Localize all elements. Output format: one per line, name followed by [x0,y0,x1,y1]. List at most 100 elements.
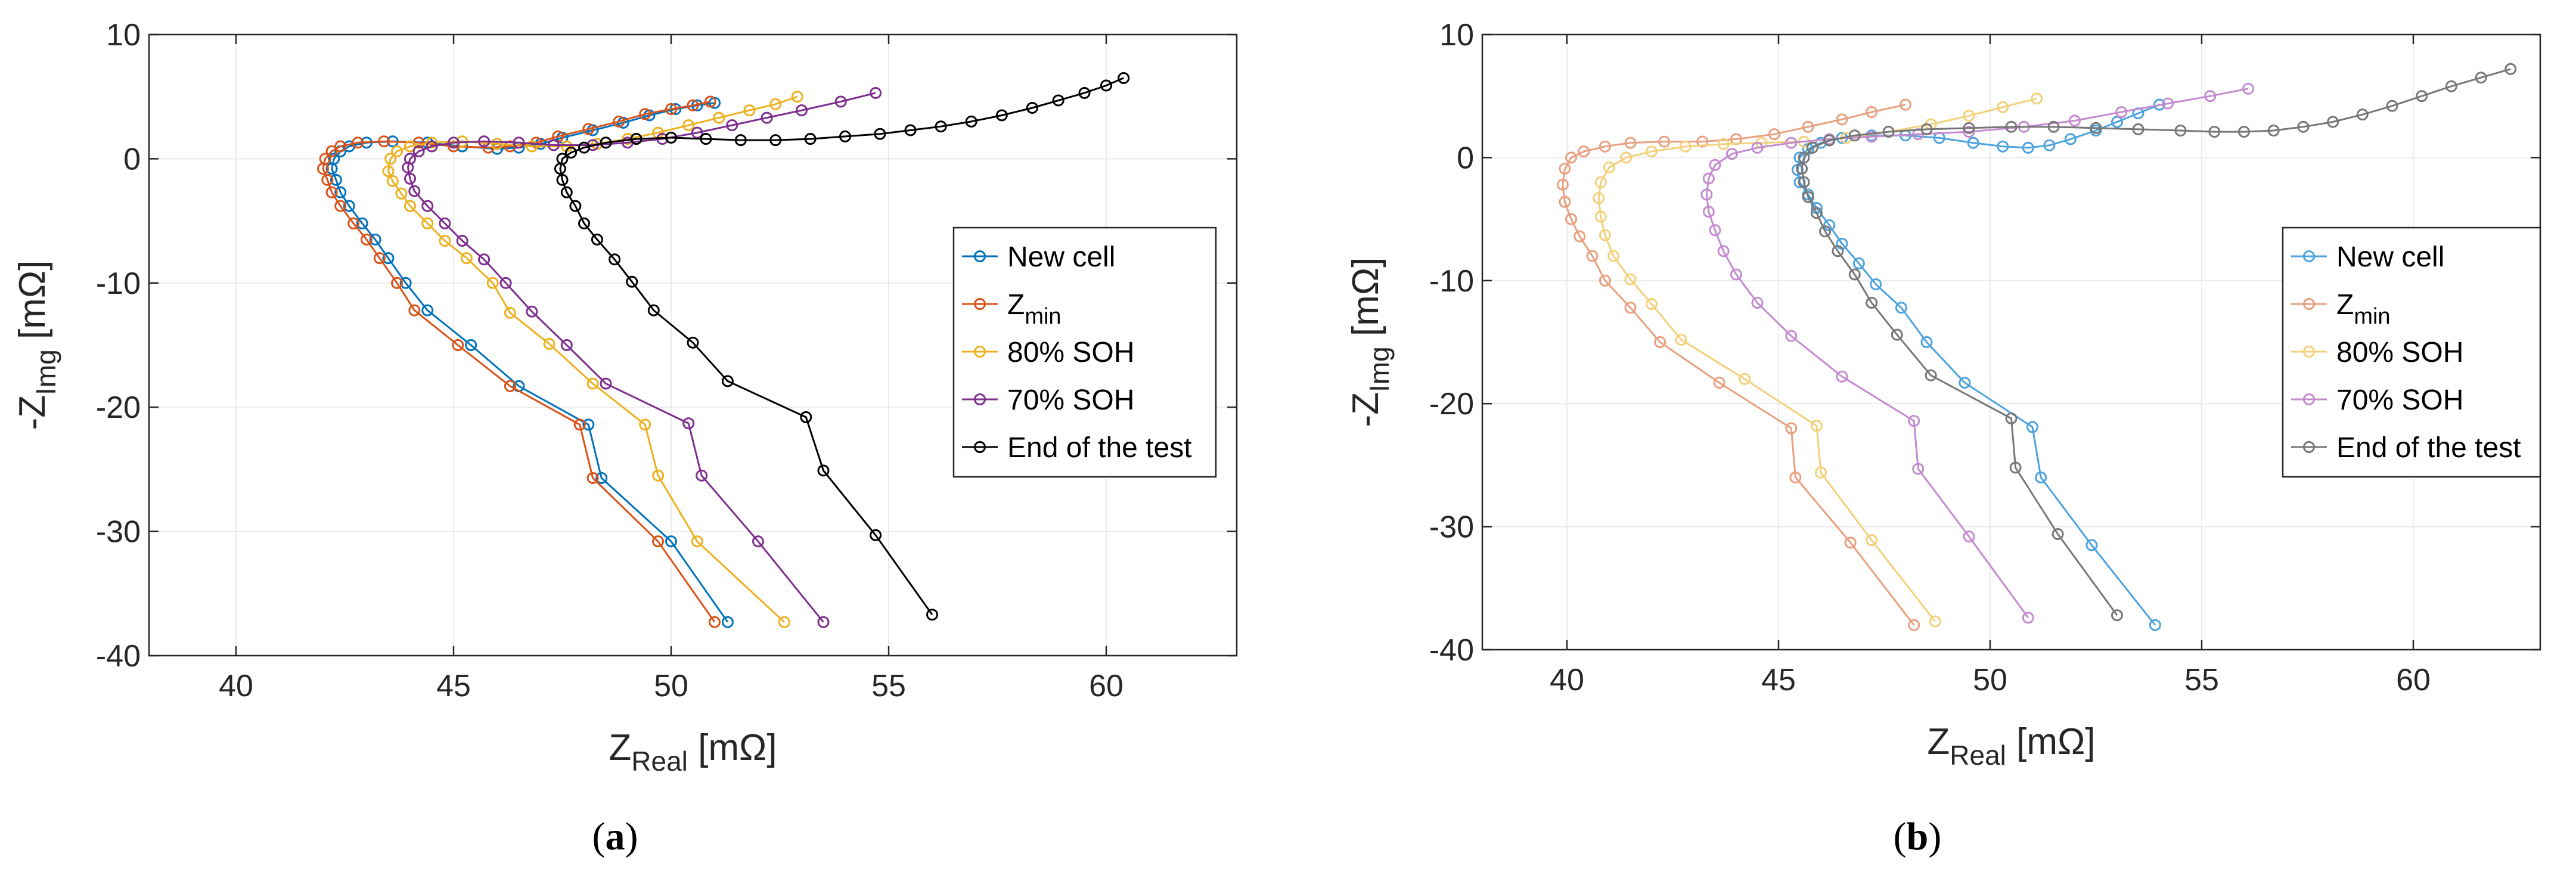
data-point [556,153,569,165]
data-point [369,233,381,246]
data-point [378,135,390,148]
x-tick-label: 40 [1550,663,1584,697]
data-point [1836,370,1848,383]
data-point [391,277,404,289]
data-point [1679,140,1692,153]
y-axis-label: -ZImg [mΩ] [1345,257,1395,427]
data-point [1578,145,1590,158]
data-point [1908,415,1920,427]
data-point [1702,206,1715,218]
data-point [1573,230,1586,243]
data-point [1725,148,1738,160]
data-point [1963,110,1975,122]
legend-label: 70% SOH [1007,384,1134,416]
data-point [2069,114,2081,127]
data-point [721,375,734,387]
data-point [319,153,331,165]
data-point [1646,298,1658,311]
data-point [1891,328,1903,341]
data-point [704,95,716,108]
data-point [752,535,764,548]
data-point [1785,422,1798,435]
data-point [1866,106,1878,119]
data-point [569,200,582,212]
data-point [404,200,416,212]
data-point [456,234,468,247]
data-point [1920,123,1933,135]
legend-label: 80% SOH [1007,337,1134,368]
data-point [734,134,747,147]
x-tick-label: 60 [2396,663,2431,697]
legend-item: 70% SOH [2291,384,2463,416]
data-point [1912,463,1925,475]
data-point [1730,268,1742,281]
data-point [556,173,569,186]
data-point [1785,136,1798,149]
data-point [600,377,612,390]
data-point [1997,140,2009,153]
series-end-of-the-test [554,72,1130,621]
data-point [743,104,756,117]
data-point [1844,536,1857,549]
legend-swatch-marker [974,250,986,262]
panel-label: (b) [1894,815,1942,858]
chart-panel-a: 40 45 50 55 60 10 0 -10 -20 -30 -40 ZReal [mΩ] -ZImg… [12,18,1238,858]
data-point [491,138,503,150]
data-point [1768,128,1780,141]
series-end-of-the-test [1796,63,2517,622]
data-point [1815,466,1827,479]
data-point [334,200,347,212]
legend-label: End of the test [1007,432,1192,464]
data-point [1798,151,1810,164]
y-tick-label: -30 [96,515,141,550]
y-tick-label: -30 [1429,510,1474,545]
data-point [687,336,699,349]
data-point [1118,72,1130,84]
y-tick-label: -20 [1429,387,1474,421]
data-point [935,120,947,133]
y-tick-label: -40 [96,639,141,674]
data-point [2022,141,2034,154]
data-point [687,99,699,111]
legend-item: 70% SOH [962,384,1134,416]
data-point [2052,528,2064,540]
data-point [639,108,651,120]
series-80-soh [382,91,803,628]
data-point [404,172,416,185]
data-point [2208,126,2221,138]
data-point [721,616,734,628]
data-point [1713,377,1725,389]
legend-label: Zmin [2336,289,2391,329]
data-point [1920,336,1933,348]
data-point [761,111,773,124]
data-point [2085,539,2098,551]
data-point [2115,106,2128,119]
data-point [1866,296,1878,309]
y-tick-label: 10 [1439,18,1474,52]
series-z-min [317,95,721,628]
data-point [1603,161,1615,173]
data-point [682,119,695,132]
data-point [613,115,625,128]
data-point [486,277,499,289]
series-line [387,95,798,623]
data-point [1848,268,1861,281]
legend-label: 70% SOH [2336,384,2463,416]
data-point [2162,97,2174,110]
data-point [448,136,460,149]
data-point [2475,72,2487,84]
data-point [2005,120,2018,133]
data-point [1866,534,1878,547]
y-tick-label: 0 [1457,141,1474,175]
data-point [2297,120,2310,133]
data-point [1624,302,1637,314]
data-point [626,275,638,288]
series-line [1562,104,1915,626]
data-point [334,140,347,153]
y-tick-label: -10 [96,266,141,301]
data-point [1709,224,1721,237]
data-point [426,140,438,153]
data-point [2267,124,2280,136]
data-point [778,616,790,628]
data-point [1624,136,1637,149]
